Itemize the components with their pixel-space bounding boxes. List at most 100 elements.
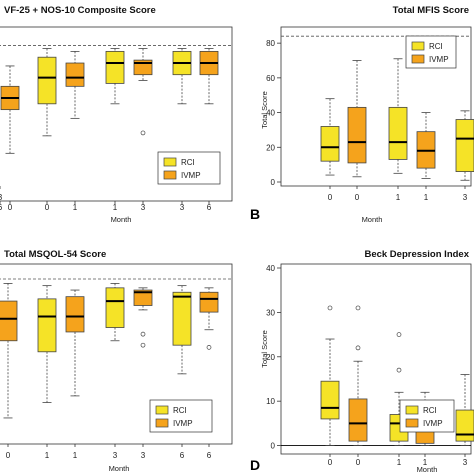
box-ivmp-month-3 — [133, 48, 153, 136]
x-axis-label: Month — [109, 464, 130, 473]
x-tick-label: 3 — [463, 193, 468, 202]
y-tick-label: 0 — [271, 178, 276, 187]
box-rci-month-1 — [37, 48, 57, 137]
legend-label: RCI — [423, 406, 437, 415]
legend: RCI IVMP — [149, 399, 213, 433]
x-tick-label: 6 — [207, 203, 212, 212]
box-body — [37, 56, 57, 105]
x-tick-label: 3 — [141, 203, 146, 212]
chart-title: Total MFIS Score — [393, 5, 469, 16]
x-axis-label: Month — [111, 215, 132, 224]
y-tick-label: 40 — [266, 264, 275, 273]
plot-area: 00113366RCIIVMP — [0, 26, 233, 212]
chart-title: Total MSQOL-54 Score — [4, 249, 106, 260]
x-tick-label: 1 — [396, 193, 401, 202]
y-tick-label: 30 — [266, 308, 275, 317]
plot-frame — [280, 263, 472, 455]
legend-swatch — [411, 41, 425, 51]
x-tick-label: 1 — [423, 458, 428, 467]
box-body — [455, 119, 474, 172]
x-tick-label: 0 — [328, 193, 333, 202]
box-body — [388, 106, 408, 160]
panel-beck-depression: Beck Depression Index 0 10 20 30 40 0 0 1 1 3 RCI I… — [250, 249, 474, 474]
box-body — [348, 398, 368, 442]
y-axis-label: Total Score — [260, 91, 269, 129]
plot-area: 0 1 1 3 3 6 6 RCI IVMP — [0, 263, 233, 460]
x-tick-label: 0 — [328, 458, 333, 467]
box-body — [199, 291, 219, 313]
box-body — [37, 298, 57, 353]
box-body — [133, 289, 153, 306]
x-tick-label: 3 — [113, 451, 118, 460]
y-tick-label: 10 — [266, 397, 275, 406]
x-tick-label: 1 — [424, 193, 429, 202]
outlier-point — [206, 345, 212, 350]
outlier-point — [327, 305, 333, 311]
panel-msqol-score: Total MSQOL-54 Score 0 1 1 3 3 6 6 RCI IVMP Mont… — [0, 249, 233, 473]
x-tick-label: 6 — [207, 451, 212, 460]
legend-label: IVMP — [423, 419, 443, 428]
legend: RCI IVMP — [157, 151, 221, 185]
box-ivmp-month-0 — [348, 305, 368, 446]
legend: RCI IVMP — [399, 399, 455, 433]
panel-mfis-score: Total MFIS Score 020406080001133RCIIVMP … — [0, 5, 474, 224]
chart-title: Beck Depression Index — [364, 249, 469, 260]
x-tick-label: 0 — [355, 193, 360, 202]
y-tick-label: 80 — [266, 39, 275, 48]
legend-swatch — [163, 157, 177, 167]
x-tick-label: 1 — [73, 451, 78, 460]
legend-label: RCI — [173, 406, 187, 415]
y-tick-label: 60 — [266, 74, 275, 83]
legend-swatch — [405, 418, 419, 428]
legend-swatch — [411, 54, 425, 64]
outlier-point — [355, 305, 361, 311]
legend-label: IVMP — [429, 55, 449, 64]
box-ivmp-month-0 — [0, 283, 18, 419]
box-ivmp-month-6 — [199, 287, 219, 350]
legend-label: RCI — [429, 42, 443, 51]
x-axis-label: Month — [417, 465, 438, 474]
legend-label: RCI — [181, 158, 195, 167]
box-rci-month-0 — [320, 305, 340, 446]
x-tick-label: 3 — [463, 458, 468, 467]
x-tick-label: 0 — [45, 203, 50, 212]
y-tick-label: 20 — [266, 353, 275, 362]
x-tick-label: 1 — [113, 203, 118, 212]
x-tick-label: 1 — [45, 451, 50, 460]
box-ivmp-month-0 — [347, 60, 367, 178]
box-ivmp-month-0 — [0, 65, 20, 154]
y-tick-label: 0 — [271, 442, 276, 451]
box-ivmp-month-6 — [199, 48, 219, 105]
x-tick-label: 1 — [73, 203, 78, 212]
x-tick-label: 1 — [397, 458, 402, 467]
x-tick-label: 6 — [0, 203, 3, 212]
panel-letter-d: D — [250, 457, 260, 473]
box-rci-month-0 — [320, 98, 340, 176]
outlier-point — [140, 342, 146, 348]
panel-composite-score: VF-25 + NOS-10 Composite Score 00113366R… — [0, 5, 233, 224]
box-ivmp-month-3 — [133, 287, 153, 348]
legend-swatch — [155, 418, 169, 428]
x-tick-label: 3 — [180, 203, 185, 212]
y-tick-label: 20 — [266, 143, 275, 152]
plot-area: 0 10 20 30 40 0 0 1 1 3 RCI IVMP — [266, 263, 474, 467]
legend-swatch — [155, 405, 169, 415]
outlier-point — [396, 332, 402, 337]
outlier-point — [140, 331, 146, 337]
outlier-point — [140, 130, 146, 136]
box-rci-month-1 — [388, 58, 408, 174]
x-axis-label: Month — [362, 215, 383, 224]
box-body — [347, 106, 367, 164]
x-tick-label: 6 — [180, 451, 185, 460]
outlier-point — [396, 367, 402, 373]
legend: RCI IVMP — [405, 35, 457, 69]
box-ivmp-month-1 — [65, 289, 85, 397]
box-body — [0, 300, 18, 342]
box-rci-month-6 — [172, 285, 192, 375]
y-axis-label: Total Score — [260, 330, 269, 368]
x-tick-label: 3 — [0, 193, 3, 202]
x-tick-label: 3 — [141, 451, 146, 460]
chart-title: VF-25 + NOS-10 Composite Score — [4, 5, 156, 16]
box-body — [65, 62, 85, 87]
